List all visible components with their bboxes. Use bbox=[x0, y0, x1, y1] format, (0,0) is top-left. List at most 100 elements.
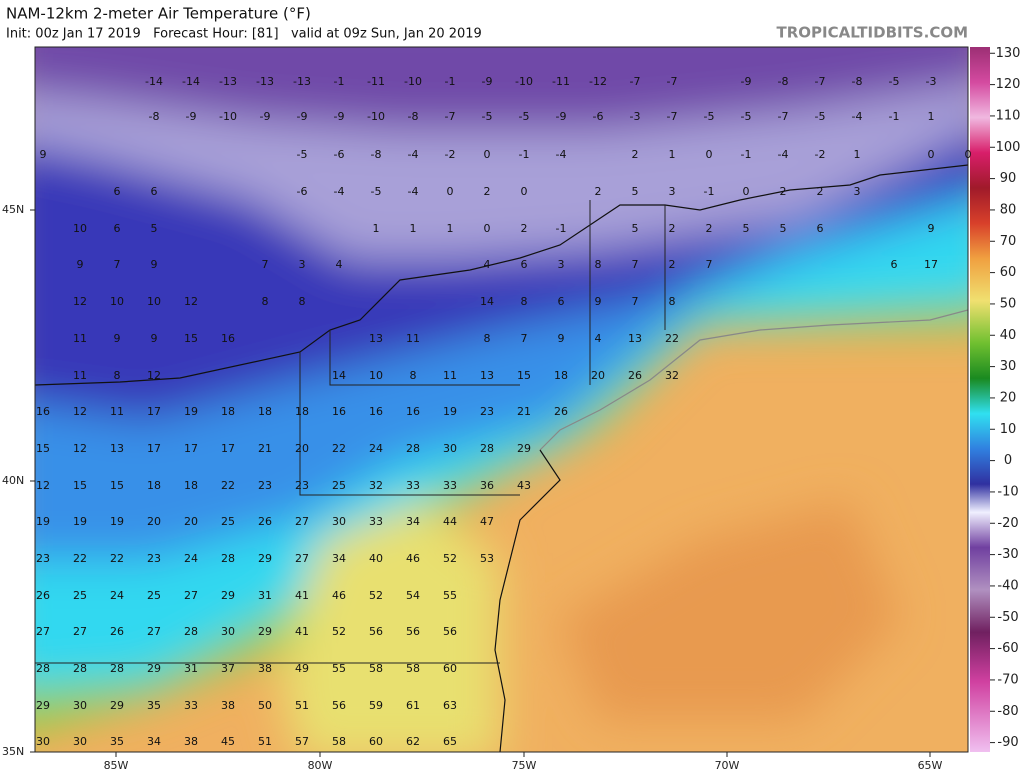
colorbar-tick-label: -90 bbox=[997, 735, 1018, 750]
station-value: -12 bbox=[589, 75, 607, 88]
station-value: 22 bbox=[221, 479, 235, 492]
colorbar-tick-label: 30 bbox=[1000, 359, 1017, 374]
station-value: 18 bbox=[554, 369, 568, 382]
station-value: 13 bbox=[369, 332, 383, 345]
colorbar-tick-label: 40 bbox=[1000, 328, 1017, 343]
station-value: 25 bbox=[147, 589, 161, 602]
station-value: 29 bbox=[258, 552, 272, 565]
station-value: 26 bbox=[628, 369, 642, 382]
station-value: 13 bbox=[110, 442, 124, 455]
station-value: 47 bbox=[480, 515, 494, 528]
station-value: 2 bbox=[595, 185, 602, 198]
station-value: 18 bbox=[147, 479, 161, 492]
station-value: 10 bbox=[147, 295, 161, 308]
station-value: -4 bbox=[408, 185, 419, 198]
station-value: 35 bbox=[147, 699, 161, 712]
station-value: 41 bbox=[295, 589, 309, 602]
station-value: -5 bbox=[741, 110, 752, 123]
station-value: 20 bbox=[591, 369, 605, 382]
station-value: 0 bbox=[743, 185, 750, 198]
station-value: 1 bbox=[410, 222, 417, 235]
colorbar-tick-label: 130 bbox=[996, 46, 1021, 61]
station-value: 51 bbox=[258, 735, 272, 748]
station-value: 38 bbox=[258, 662, 272, 675]
station-value: 24 bbox=[110, 589, 124, 602]
station-value: 22 bbox=[73, 552, 87, 565]
colorbar-tick-label: -80 bbox=[997, 704, 1018, 719]
station-value: 60 bbox=[443, 662, 457, 675]
station-value: -2 bbox=[445, 148, 456, 161]
station-value: 18 bbox=[184, 479, 198, 492]
station-value: 57 bbox=[295, 735, 309, 748]
station-value: 3 bbox=[669, 185, 676, 198]
longitude-label: 85W bbox=[104, 759, 129, 772]
station-value: 15 bbox=[36, 442, 50, 455]
station-value: 12 bbox=[36, 479, 50, 492]
station-value: -6 bbox=[297, 185, 308, 198]
station-value: 65 bbox=[443, 735, 457, 748]
station-value: 5 bbox=[151, 222, 158, 235]
station-value: 16 bbox=[332, 405, 346, 418]
station-value: 0 bbox=[447, 185, 454, 198]
station-value: -5 bbox=[371, 185, 382, 198]
station-value: 9 bbox=[151, 258, 158, 271]
station-value: 34 bbox=[147, 735, 161, 748]
station-value: 28 bbox=[73, 662, 87, 675]
station-value: 28 bbox=[36, 662, 50, 675]
station-value: 15 bbox=[517, 369, 531, 382]
station-value: 9 bbox=[558, 332, 565, 345]
station-value: 44 bbox=[443, 515, 457, 528]
station-value: 3 bbox=[854, 185, 861, 198]
station-value: -5 bbox=[482, 110, 493, 123]
station-value: -9 bbox=[482, 75, 493, 88]
station-value: 2 bbox=[669, 258, 676, 271]
station-value: 43 bbox=[517, 479, 531, 492]
station-value: 27 bbox=[295, 552, 309, 565]
latitude-label: 35N bbox=[2, 745, 24, 758]
station-value: 23 bbox=[36, 552, 50, 565]
station-value: 51 bbox=[295, 699, 309, 712]
station-value: 18 bbox=[221, 405, 235, 418]
station-value: 27 bbox=[73, 625, 87, 638]
station-value: -7 bbox=[445, 110, 456, 123]
station-value: 12 bbox=[184, 295, 198, 308]
station-value: 8 bbox=[521, 295, 528, 308]
station-value: 56 bbox=[332, 699, 346, 712]
station-value: 8 bbox=[262, 295, 269, 308]
station-value: -1 bbox=[445, 75, 456, 88]
station-value: 26 bbox=[36, 589, 50, 602]
station-value: 32 bbox=[665, 369, 679, 382]
station-value: -14 bbox=[145, 75, 163, 88]
station-value: 34 bbox=[406, 515, 420, 528]
station-value: 1 bbox=[669, 148, 676, 161]
longitude-label: 65W bbox=[918, 759, 943, 772]
station-value: 16 bbox=[369, 405, 383, 418]
station-value: 1 bbox=[854, 148, 861, 161]
latitude-label: 40N bbox=[2, 474, 24, 487]
station-value: -11 bbox=[367, 75, 385, 88]
station-value: 27 bbox=[184, 589, 198, 602]
station-value: 12 bbox=[73, 295, 87, 308]
station-value: -8 bbox=[408, 110, 419, 123]
station-value: 9 bbox=[595, 295, 602, 308]
station-value: 7 bbox=[706, 258, 713, 271]
station-value: 1 bbox=[373, 222, 380, 235]
station-value: 27 bbox=[36, 625, 50, 638]
station-value: 29 bbox=[147, 662, 161, 675]
station-value: 22 bbox=[110, 552, 124, 565]
station-value: -4 bbox=[852, 110, 863, 123]
station-value: 8 bbox=[410, 369, 417, 382]
station-value: 23 bbox=[147, 552, 161, 565]
station-value: 16 bbox=[406, 405, 420, 418]
station-value: 17 bbox=[184, 442, 198, 455]
longitude-label: 80W bbox=[308, 759, 333, 772]
longitude-label: 70W bbox=[715, 759, 740, 772]
station-value: 46 bbox=[406, 552, 420, 565]
station-value: 2 bbox=[521, 222, 528, 235]
station-value: 10 bbox=[73, 222, 87, 235]
station-value: 9 bbox=[151, 332, 158, 345]
station-value: -9 bbox=[741, 75, 752, 88]
station-value: 41 bbox=[295, 625, 309, 638]
station-value: 53 bbox=[480, 552, 494, 565]
station-value: 29 bbox=[36, 699, 50, 712]
